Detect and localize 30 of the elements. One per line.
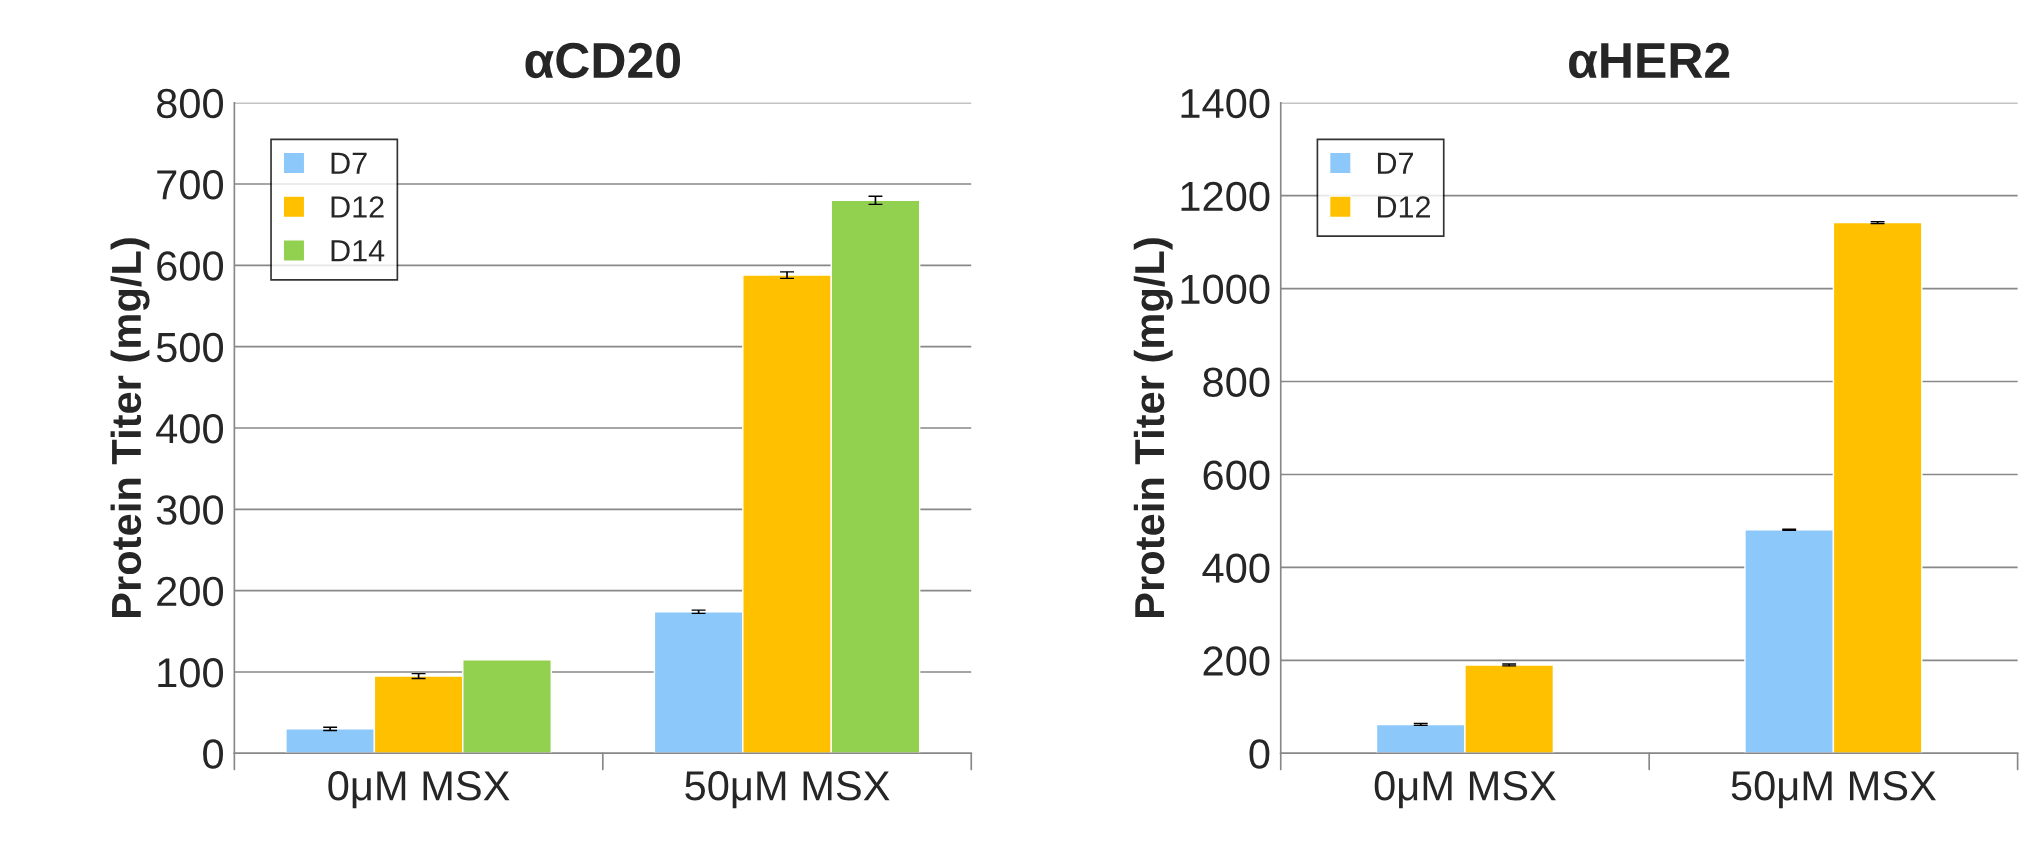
chart-title: αHER2 [1569,42,1730,79]
legend-label: D7 [331,152,367,174]
y-axis-title: Protein Titer (mg/L) [1133,238,1173,617]
y-tick-label: 500 [156,332,224,363]
y-tick-label: 1000 [1181,274,1270,305]
x-tick-label: 0μM MSX [328,771,510,809]
y-tick-label: 800 [156,88,224,119]
y-axis-title: Protein Titer (mg/L) [110,238,150,617]
legend-label: D12 [1377,196,1430,218]
legend-label: D7 [1377,152,1413,174]
y-tick-label: 0 [203,739,224,769]
x-tick-label: 50μM MSX [1731,771,1936,809]
y-tick-label: 700 [157,170,224,200]
y-tick-label: 800 [1203,367,1270,398]
legend-label: D12 [331,196,384,218]
y-tick-label: 400 [1202,553,1270,583]
y-tick-label: 200 [157,576,224,607]
y-tick-label: 600 [1203,460,1270,490]
y-tick-label: 1400 [1181,88,1270,119]
y-tick-label: 0 [1249,739,1270,769]
x-tick-label: 50μM MSX [685,771,890,809]
x-tick-label: 0μM MSX [1374,771,1556,809]
legend-label: D14 [331,240,385,262]
y-tick-label: 100 [158,657,224,688]
y-tick-label: 300 [156,495,224,525]
chart-title: αCD20 [525,42,681,79]
y-tick-label: 1200 [1181,181,1270,212]
y-tick-label: 600 [157,251,224,281]
y-tick-label: 400 [156,414,224,444]
y-tick-label: 200 [1203,646,1270,676]
